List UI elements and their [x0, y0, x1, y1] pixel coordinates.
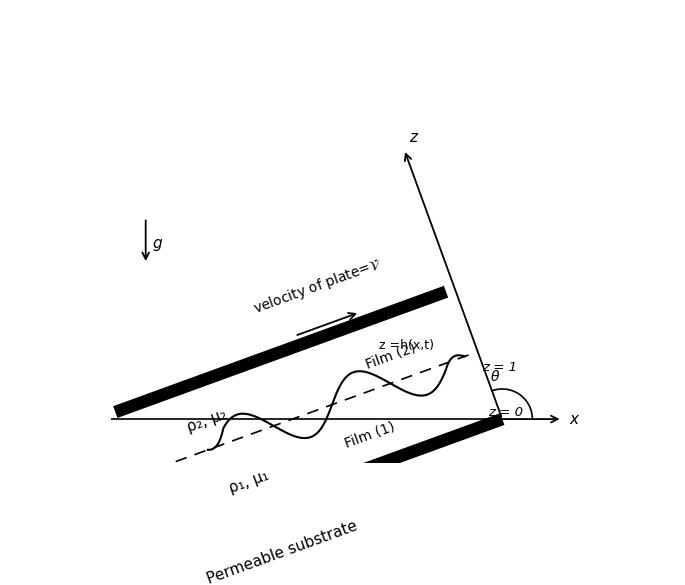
Text: Permeable substrate: Permeable substrate — [205, 518, 360, 585]
Text: θ: θ — [491, 370, 499, 384]
Text: x: x — [569, 412, 578, 426]
Text: g: g — [153, 236, 162, 250]
Text: Film (1): Film (1) — [343, 419, 397, 450]
Text: ρ₁, μ₁: ρ₁, μ₁ — [227, 467, 271, 496]
Text: z = 0: z = 0 — [488, 406, 523, 419]
Text: z =h(x,t): z =h(x,t) — [379, 339, 434, 352]
Text: Film (2): Film (2) — [364, 340, 418, 371]
Text: z: z — [409, 130, 416, 144]
Text: z = 1: z = 1 — [482, 360, 516, 374]
Text: velocity of plate=$\mathcal{V}$: velocity of plate=$\mathcal{V}$ — [251, 255, 384, 318]
Text: ρ₂, μ₂: ρ₂, μ₂ — [185, 407, 229, 435]
